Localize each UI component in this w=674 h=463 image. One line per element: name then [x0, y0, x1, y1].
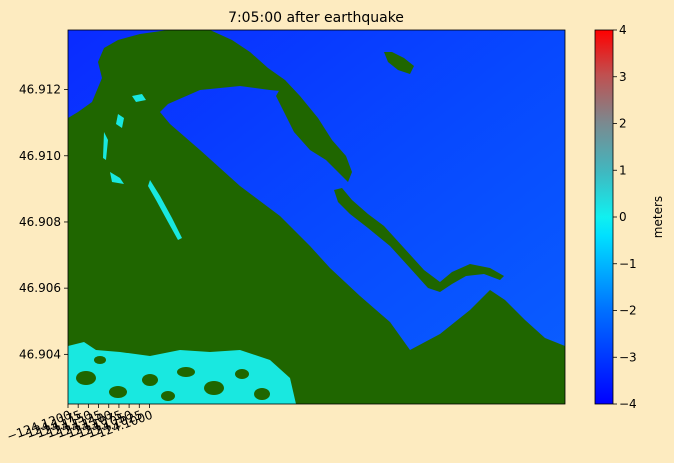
y-axis: 46.904 46.906 46.908 46.910 46.912	[19, 83, 68, 361]
land-region-spit	[276, 80, 352, 182]
land-region-mainland	[68, 30, 565, 404]
y-tick-label: 46.910	[19, 149, 61, 163]
colorbar-tick-label: −4	[619, 397, 637, 411]
inundation-land-patches	[76, 356, 270, 401]
land-region-east-spit	[334, 188, 504, 292]
colorbar-ticks: −4 −3 −2 −1 0 1 2 3 4	[613, 23, 637, 411]
y-tick-label: 46.904	[19, 347, 61, 361]
colorbar-tick-label: −1	[619, 257, 637, 271]
colorbar-label: meters	[651, 196, 665, 238]
colorbar-tick-label: −3	[619, 350, 637, 364]
colorbar-tick-label: 3	[619, 70, 627, 84]
inundation-channels	[103, 94, 182, 240]
y-tick-label: 46.906	[19, 281, 61, 295]
y-tick-label: 46.908	[19, 215, 61, 229]
colorbar-tick-label: −2	[619, 304, 637, 318]
plot-area	[68, 30, 565, 404]
y-tick-label: 46.912	[19, 83, 61, 97]
colorbar-tick-label: 1	[619, 163, 627, 177]
chart-title: 7:05:00 after earthquake	[228, 10, 404, 26]
land-region-island	[384, 52, 414, 74]
colorbar-tick-label: 4	[619, 23, 627, 37]
plot-frame	[67, 29, 566, 405]
colorbar-tick-label: 0	[619, 210, 627, 224]
colorbar-tick-label: 2	[619, 117, 627, 131]
colorbar	[594, 29, 614, 405]
x-axis: −124.1200−124.1175−124.1150−124.1125−124…	[5, 404, 155, 444]
